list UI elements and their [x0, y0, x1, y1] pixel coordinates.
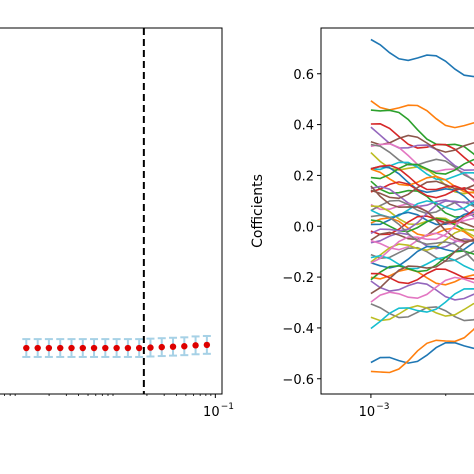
cv-mean-point: [124, 344, 132, 352]
coefficient-path: [370, 214, 474, 262]
coefficient-path: [370, 164, 474, 199]
coefficient-path: [370, 122, 474, 167]
coefficient-path: [370, 199, 474, 215]
y-tick-label: −0.2: [282, 271, 314, 286]
coefficient-path: [370, 161, 474, 181]
right-x-ticks: 10 −3: [359, 394, 447, 420]
coefficient-path: [370, 241, 474, 269]
coefficient-path: [370, 158, 474, 180]
coefficient-path: [370, 217, 474, 233]
left-axes-frame: [0, 27, 223, 395]
y-tick-label: 0.2: [293, 169, 314, 184]
coefficient-path: [370, 211, 474, 226]
right-axes-frame: [320, 27, 474, 395]
coefficient-path: [370, 280, 474, 301]
coefficient-path: [370, 216, 474, 240]
x-tick-label: 10: [359, 405, 376, 420]
coefficient-path: [370, 341, 474, 364]
coefficient-path: [370, 250, 474, 281]
cv-mean-point: [102, 344, 109, 352]
cv-mean-point: [79, 344, 86, 352]
cv-mean-point: [203, 341, 211, 349]
left-plot-area: [22, 28, 211, 394]
coefficient-path: [370, 152, 474, 195]
coefficient-path: [370, 181, 474, 199]
cv-mean-point: [57, 344, 64, 352]
y-tick-label: 0.0: [293, 220, 314, 235]
coefficient-path: [370, 228, 474, 263]
coefficient-path: [370, 303, 474, 322]
right-panel: 0.6 0.4 0.2 0.0 −0.2 −0.4 −0.6 10 −3 Cofficient…: [250, 27, 474, 420]
right-y-ticks: 0.6 0.4 0.2 0.0 −0.2 −0.4 −0.6: [282, 68, 321, 388]
coefficient-path: [370, 205, 474, 237]
x-tick-exponent: −1: [221, 402, 234, 412]
coefficient-path: [370, 268, 474, 285]
x-tick-exponent: −3: [376, 402, 389, 412]
coefficient-path: [370, 126, 474, 172]
coefficient-path: [370, 180, 474, 218]
coefficient-path: [370, 238, 474, 295]
coefficient-path: [370, 200, 474, 219]
coefficient-path: [370, 100, 474, 129]
coefficient-path: [370, 212, 474, 264]
coefficient-path: [370, 327, 474, 374]
cv-mean-point: [158, 343, 165, 351]
cv-mean-point: [34, 344, 41, 352]
coefficient-path: [370, 142, 474, 183]
coefficient-path: [370, 165, 474, 207]
y-tick-label: −0.6: [282, 373, 314, 388]
cv-mean-point: [169, 343, 177, 350]
cv-mean-point: [68, 344, 75, 352]
coefficient-path: [370, 246, 474, 263]
y-tick-label: 0.6: [293, 68, 314, 83]
coefficient-path: [370, 199, 474, 235]
coefficient-path: [370, 219, 474, 241]
coefficient-path: [370, 276, 474, 303]
x-tick-label: 10: [203, 405, 220, 420]
cv-mean-point: [135, 344, 143, 352]
coefficient-path: [370, 180, 474, 200]
right-plot-area: [370, 38, 474, 374]
y-tick-label: 0.4: [293, 119, 314, 134]
cv-mean-point: [181, 343, 188, 350]
y-tick-label: −0.4: [282, 322, 314, 337]
left-panel: 10 −1: [0, 27, 234, 420]
right-y-axis-label: Cofficients: [250, 174, 266, 248]
cv-mean-point: [192, 342, 199, 349]
left-x-ticks: 10 −1: [4, 394, 234, 420]
coefficient-path: [370, 232, 474, 251]
cv-mean-point: [113, 344, 120, 352]
cv-mean-point: [90, 344, 98, 352]
coefficient-path: [370, 109, 474, 156]
coefficient-path: [370, 38, 474, 78]
cv-mean-point: [147, 344, 154, 351]
coefficient-path: [370, 168, 474, 194]
coefficient-path: [370, 208, 474, 236]
coefficient-path: [370, 134, 474, 153]
cv-mean-point: [45, 344, 53, 352]
coefficient-path: [370, 287, 474, 330]
cv-mean-point: [23, 344, 30, 352]
coefficient-path: [370, 185, 474, 243]
